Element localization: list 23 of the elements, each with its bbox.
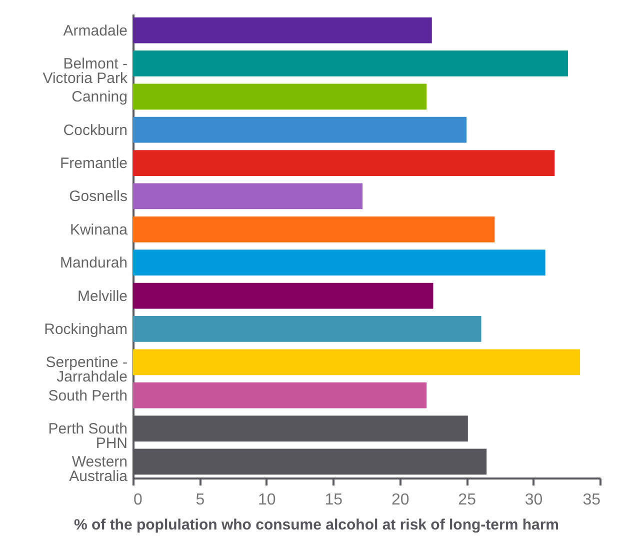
x-tick-label: 35 <box>582 492 601 508</box>
y-tick-label: Cockburn <box>63 122 128 139</box>
y-tick-label: Gosnells <box>69 188 128 206</box>
y-tick-label: Armadale <box>63 22 128 40</box>
y-tick-label: Belmont - Victoria Park <box>42 55 128 87</box>
y-tick-label: Western Australia <box>69 454 128 486</box>
y-tick-label: Serpentine - Jarrahdale <box>46 354 128 386</box>
x-tick-label: 20 <box>391 492 410 508</box>
y-tick-label: Perth South PHN <box>48 420 128 452</box>
y-tick-label: Fremantle <box>60 155 128 172</box>
x-tick-label: 5 <box>196 492 205 508</box>
y-tick-label: South Perth <box>48 387 128 404</box>
x-tick-label: 0 <box>134 492 142 508</box>
y-tick-label: Canning <box>72 88 128 106</box>
x-axis-title: % of the poplulation who consume alcohol at risk of long-term harm <box>74 516 560 534</box>
y-tick-label: Mandurah <box>60 254 128 272</box>
x-tick-label: 25 <box>458 492 476 508</box>
x-tick-label: 15 <box>324 492 343 508</box>
x-tick-label: 10 <box>258 492 276 508</box>
x-tick-label: 30 <box>524 492 543 508</box>
y-tick-label: Melville <box>77 288 128 305</box>
y-tick-label: Rockingham <box>44 320 128 338</box>
y-tick-label: Kwinana <box>70 221 128 238</box>
